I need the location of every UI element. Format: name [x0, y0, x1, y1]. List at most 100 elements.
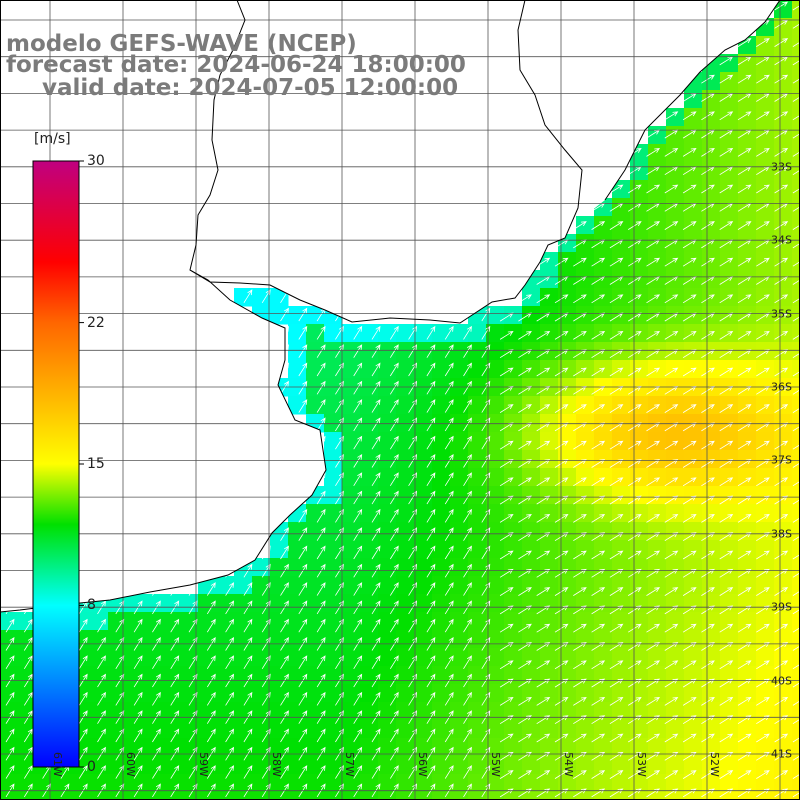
- wind-arrow-icon: [719, 147, 734, 157]
- field-cell: [396, 666, 415, 685]
- field-cell: [774, 756, 793, 775]
- field-cell: [630, 468, 649, 487]
- field-cell: [18, 648, 37, 667]
- latitude-label: 38S: [771, 527, 792, 541]
- wind-arrow-icon: [353, 453, 363, 468]
- wind-arrow-icon: [463, 472, 472, 487]
- field-cell: [522, 738, 541, 757]
- wind-arrow-icon: [371, 582, 381, 596]
- field-cell: [666, 756, 685, 775]
- wind-arrow-icon: [353, 618, 363, 633]
- field-cell: [522, 342, 541, 361]
- field-cell: [702, 612, 721, 631]
- wind-arrow-icon: [353, 545, 363, 560]
- wind-arrow-icon: [353, 325, 363, 340]
- field-cell: [468, 360, 487, 379]
- wind-arrow-icon: [499, 696, 514, 706]
- wind-arrow-icon: [774, 74, 789, 84]
- longitude-label: 58W: [270, 752, 283, 777]
- field-cell: [414, 522, 433, 541]
- wind-arrow-icon: [316, 362, 326, 377]
- wind-arrow-icon: [481, 618, 491, 633]
- field-cell: [324, 612, 343, 631]
- field-cell: [792, 108, 800, 127]
- field-cell: [558, 792, 577, 800]
- wind-arrow-icon: [591, 513, 606, 523]
- wind-arrow-icon: [719, 770, 734, 779]
- field-cell: [252, 576, 271, 595]
- field-cell: [324, 468, 343, 487]
- field-cell: [576, 756, 595, 775]
- field-cell: [450, 396, 469, 415]
- wind-arrow-icon: [627, 367, 642, 377]
- field-cell: [774, 342, 793, 361]
- field-cell: [792, 252, 800, 271]
- wind-arrow-icon: [444, 655, 454, 670]
- wind-arrow-icon: [701, 294, 715, 304]
- wind-arrow-icon: [627, 788, 642, 798]
- field-cell: [252, 288, 271, 307]
- wind-arrow-icon: [591, 404, 606, 413]
- wind-arrow-icon: [353, 527, 363, 541]
- field-cell: [360, 558, 379, 577]
- field-cell: [558, 468, 577, 487]
- field-cell: [738, 252, 757, 271]
- wind-arrow-icon: [664, 330, 679, 340]
- field-cell: [738, 576, 757, 595]
- field-cell: [702, 558, 721, 577]
- wind-arrow-icon: [627, 733, 642, 743]
- wind-arrow-icon: [591, 788, 606, 798]
- field-cell: [792, 414, 800, 433]
- field-cell: [720, 774, 739, 793]
- field-cell: [756, 738, 775, 757]
- field-cell: [450, 612, 469, 631]
- field-cell: [504, 558, 523, 577]
- field-cell: [666, 162, 685, 181]
- field-cell: [630, 198, 649, 217]
- field-cell: [0, 792, 19, 800]
- field-cell: [684, 234, 703, 253]
- wind-arrow-icon: [133, 765, 143, 779]
- wind-arrow-icon: [170, 655, 180, 670]
- field-cell: [756, 252, 775, 271]
- wind-arrow-icon: [664, 587, 679, 596]
- field-cell: [486, 324, 505, 343]
- field-cell: [270, 558, 289, 577]
- field-cell: [630, 162, 649, 181]
- wind-arrow-icon: [243, 618, 253, 633]
- field-cell: [162, 666, 181, 685]
- wind-arrow-icon: [518, 733, 532, 743]
- field-cell: [756, 630, 775, 649]
- wind-arrow-icon: [426, 765, 436, 779]
- field-cell: [738, 774, 757, 793]
- wind-arrow-icon: [426, 453, 436, 468]
- field-cell: [486, 558, 505, 577]
- field-cell: [522, 648, 541, 667]
- wind-arrow-icon: [646, 404, 661, 413]
- wind-arrow-icon: [298, 728, 308, 743]
- field-cell: [720, 360, 739, 379]
- field-cell: [792, 792, 800, 800]
- field-cell: [648, 306, 667, 325]
- field-cell: [108, 648, 127, 667]
- wind-arrow-icon: [316, 582, 326, 596]
- field-cell: [342, 738, 361, 757]
- wind-arrow-icon: [737, 770, 752, 779]
- field-cell: [360, 684, 379, 703]
- field-cell: [504, 792, 523, 800]
- wind-arrow-icon: [627, 404, 642, 413]
- land-mask: [0, 0, 780, 612]
- wind-arrow-icon: [389, 582, 399, 596]
- wind-arrow-icon: [774, 257, 789, 267]
- field-cell: [576, 504, 595, 523]
- wind-arrow-icon: [206, 618, 216, 633]
- field-cell: [414, 756, 433, 775]
- wind-arrow-icon: [774, 660, 789, 670]
- field-cell: [630, 216, 649, 235]
- wind-arrow-icon: [646, 788, 661, 798]
- wind-arrow-icon: [627, 221, 642, 230]
- wind-arrow-icon: [152, 691, 161, 706]
- wind-arrow-icon: [664, 788, 679, 798]
- field-cell: [540, 360, 559, 379]
- wind-arrow-icon: [389, 399, 399, 413]
